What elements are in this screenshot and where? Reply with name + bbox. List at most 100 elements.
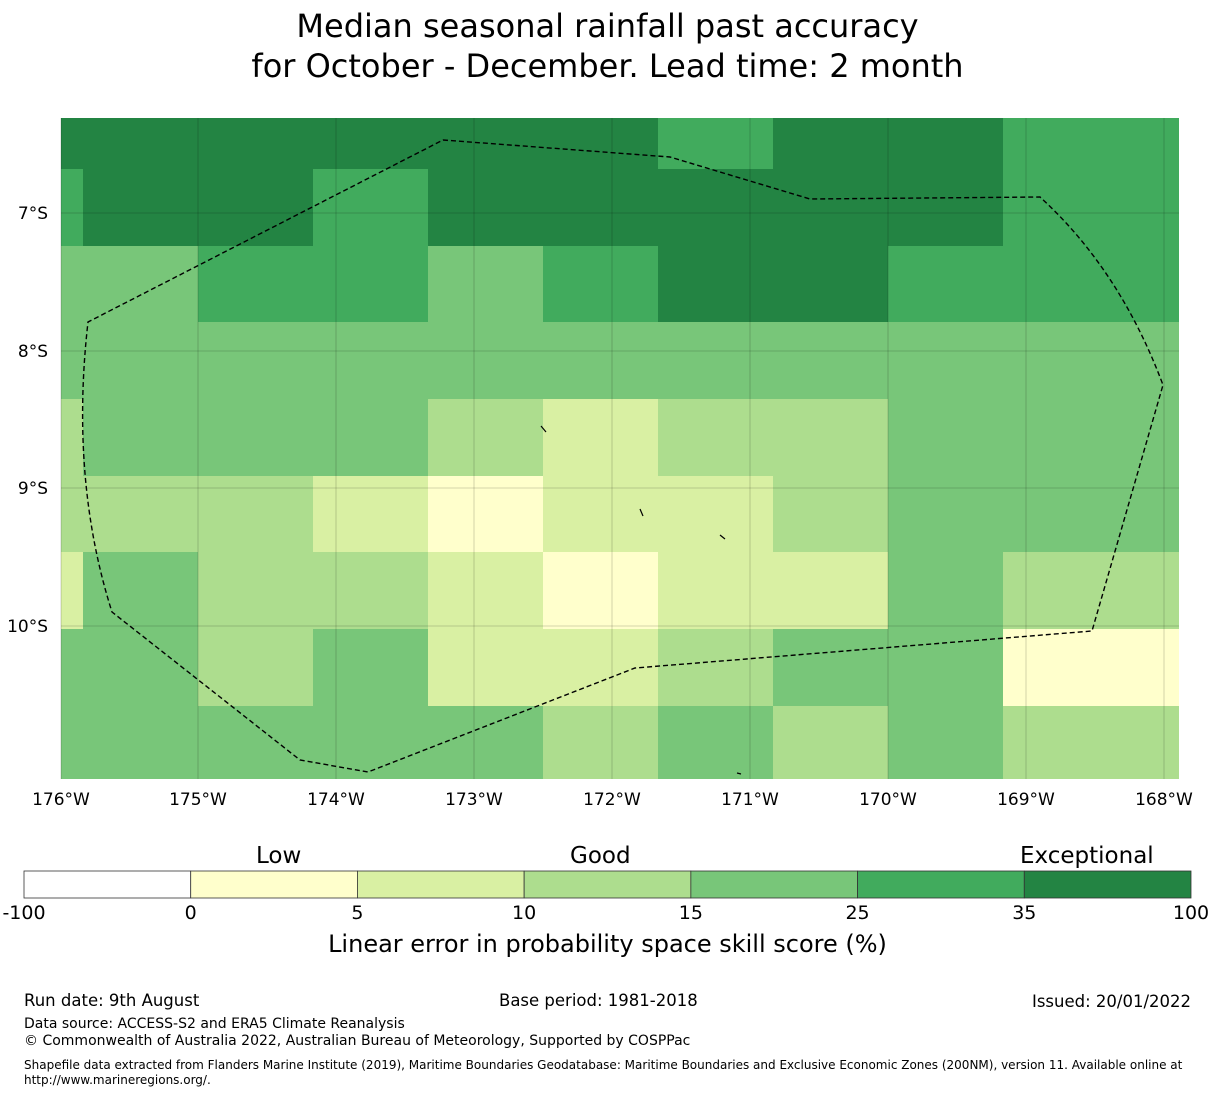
grid-cell [83, 399, 198, 476]
grid-cell [543, 169, 658, 246]
graticule [60, 118, 1179, 779]
grid-cell [198, 629, 313, 706]
grid-cell [83, 476, 198, 552]
grid-cell [888, 169, 1003, 246]
colorbar-bin [690, 870, 858, 899]
latitude-tick-label: 10°S [7, 617, 48, 637]
eez-boundary [81, 139, 1164, 773]
grid-cell [61, 322, 83, 399]
grid-cell [313, 169, 428, 246]
colorbar-category-good: Good [570, 843, 631, 869]
grid-cell [83, 706, 198, 779]
run-date: Run date: 9th August [24, 991, 200, 1010]
grid-cell [198, 552, 313, 629]
grid-cell [83, 629, 198, 706]
grid-cell [773, 246, 888, 322]
grid-cell [658, 399, 773, 476]
grid-cell [428, 246, 543, 322]
grid-cell [428, 322, 543, 399]
grid-cell [1003, 246, 1179, 322]
map-title-line1: Median seasonal rainfall past accuracy [296, 7, 919, 45]
grid-cell [543, 118, 658, 169]
grid-cell [198, 399, 313, 476]
latitude-tick-labels: 7°S 8°S 9°S 10°S [7, 204, 48, 637]
grid-cell [61, 118, 83, 169]
colorbar-category-exceptional: Exceptional [1020, 843, 1154, 869]
colorbar-tick-label: -100 [2, 902, 46, 924]
grid-cell [61, 246, 83, 322]
grid-cell [83, 169, 198, 246]
grid-cell [1003, 169, 1179, 246]
map-title-line2: for October - December. Lead time: 2 mon… [251, 47, 964, 85]
longitude-tick-label: 176°W [32, 790, 90, 810]
data-source: Data source: ACCESS-S2 and ERA5 Climate … [24, 1016, 405, 1032]
colorbar-label: Linear error in probability space skill … [328, 930, 887, 958]
grid-cell [428, 169, 543, 246]
grid-cell [313, 629, 428, 706]
grid-cell [428, 706, 543, 779]
issued-date: Issued: 20/01/2022 [1031, 992, 1191, 1011]
grid-cell [313, 118, 428, 169]
colorbar-tick-label: 35 [1012, 902, 1037, 924]
grid-cell [83, 246, 198, 322]
longitude-tick-label: 168°W [1135, 790, 1193, 810]
grid-cell [313, 399, 428, 476]
latitude-tick-label: 7°S [18, 204, 48, 224]
longitude-tick-label: 171°W [721, 790, 779, 810]
copyright: © Commonwealth of Australia 2022, Austra… [24, 1033, 691, 1049]
grid-cell [888, 552, 1003, 629]
grid-cell [543, 552, 658, 629]
colorbar-category-low: Low [256, 843, 302, 869]
grid-cell [1003, 476, 1179, 552]
grid-cell [198, 322, 313, 399]
grid-cell [658, 476, 773, 552]
colorbar-tick-label: 10 [512, 902, 537, 924]
colorbar-bin [23, 870, 192, 899]
grid-cell [658, 629, 773, 706]
longitude-tick-label: 174°W [307, 790, 365, 810]
island-marker [639, 508, 644, 517]
grid-cell [888, 629, 1003, 706]
colorbar-tick-label: 5 [351, 902, 364, 924]
colorbar [23, 870, 1192, 899]
grid-cell [1003, 706, 1179, 779]
grid-cell [658, 552, 773, 629]
grid-cell [888, 118, 1003, 169]
shapefile-credit: Shapefile data extracted from Flanders M… [24, 1058, 1183, 1087]
grid-cell [61, 169, 83, 246]
latitude-tick-label: 8°S [18, 342, 48, 362]
colorbar-bin [857, 870, 1025, 899]
grid-cell [83, 118, 198, 169]
grid-cell [428, 476, 543, 552]
grid-cell [543, 476, 658, 552]
grid-cell [61, 552, 83, 629]
grid-cell [543, 629, 658, 706]
grid-cell [198, 706, 313, 779]
colorbar-tick-label: 100 [1172, 902, 1210, 924]
grid-cell [888, 322, 1003, 399]
grid-cell [428, 552, 543, 629]
colorbar-tick-label: 0 [184, 902, 197, 924]
grid-cell [888, 399, 1003, 476]
grid-cell [83, 552, 198, 629]
colorbar-tick-label: 25 [845, 902, 870, 924]
grid-cell [658, 118, 773, 169]
grid-cell [61, 706, 83, 779]
grid-cell [198, 118, 313, 169]
grid-cell [773, 552, 888, 629]
grid-cell [1003, 629, 1179, 706]
grid-cell [1003, 118, 1179, 169]
grid-cell [773, 322, 888, 399]
island-marker [540, 425, 547, 433]
grid-cell [198, 476, 313, 552]
colorbar-bin [357, 870, 525, 899]
latitude-tick-label: 9°S [18, 479, 48, 499]
grid-cell [313, 246, 428, 322]
grid-cell [543, 399, 658, 476]
grid-cell [198, 169, 313, 246]
grid-cell [313, 706, 428, 779]
grid-cell [773, 629, 888, 706]
grid-cell [543, 322, 658, 399]
longitude-tick-label: 170°W [859, 790, 917, 810]
